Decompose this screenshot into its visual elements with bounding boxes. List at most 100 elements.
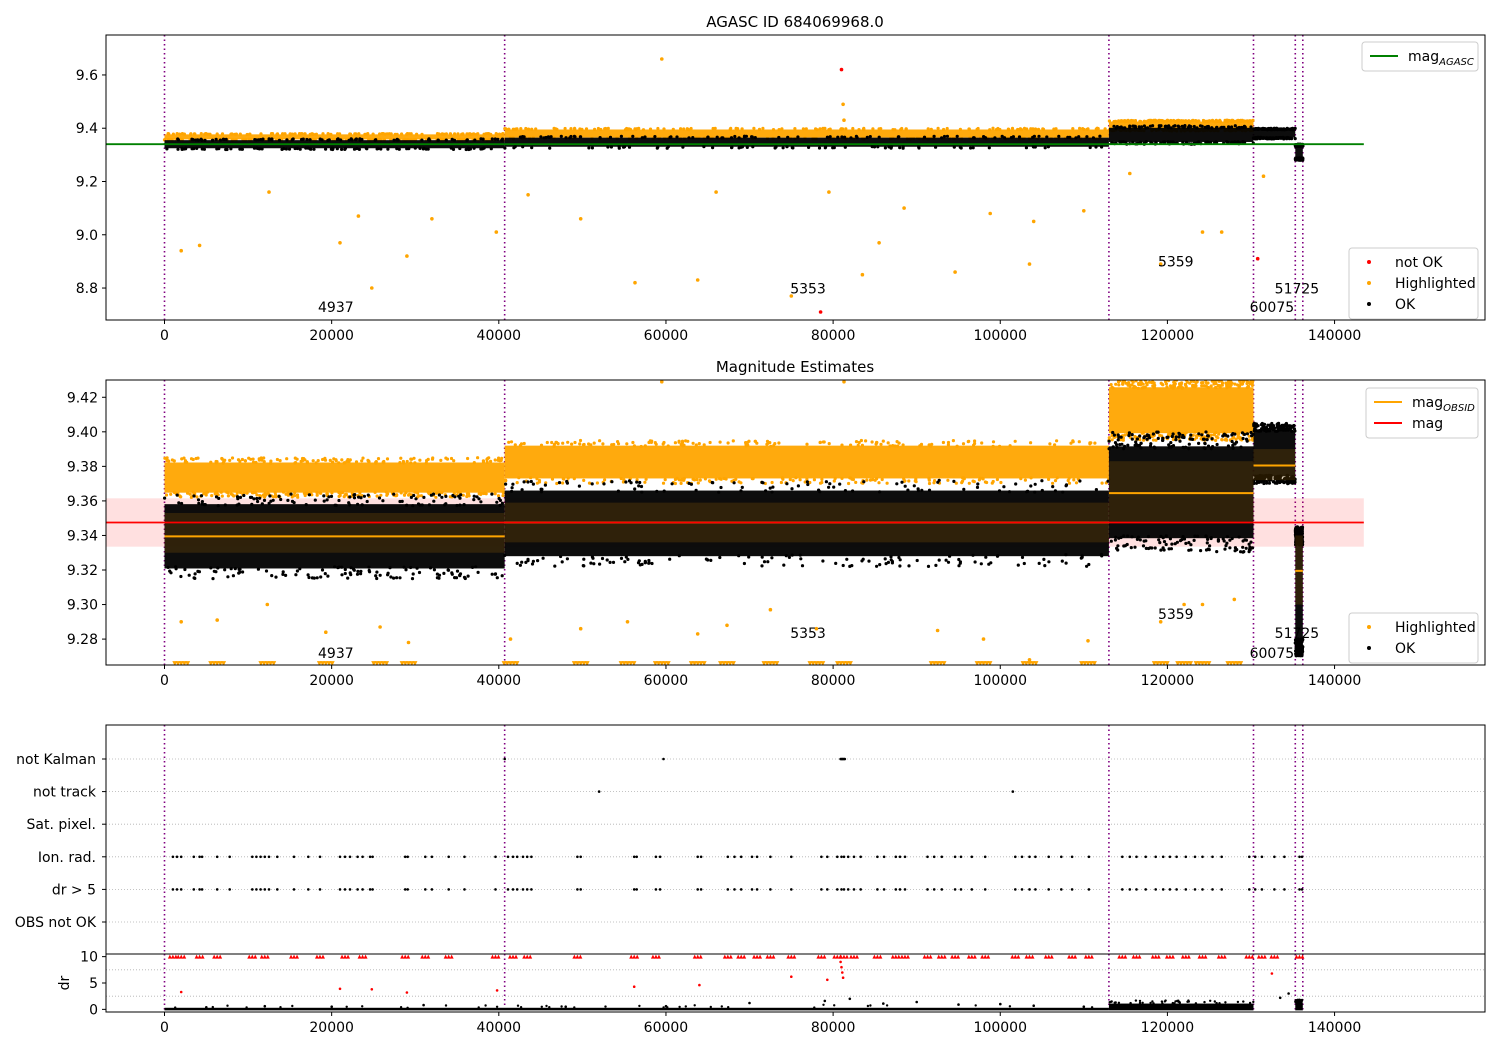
dr-clipped-marker xyxy=(1117,954,1122,959)
point-cloud-dot xyxy=(176,138,180,142)
point-cloud-dot xyxy=(1135,437,1139,441)
data-point xyxy=(789,294,794,298)
point-cloud-dot xyxy=(377,496,382,500)
point-cloud-dot xyxy=(1138,434,1142,438)
point-cloud-dot xyxy=(1181,433,1185,438)
point-cloud-dot xyxy=(827,442,831,446)
point-cloud-dot xyxy=(539,135,543,139)
y-tick-label: 9.28 xyxy=(67,632,98,648)
point-cloud-dot xyxy=(1201,381,1205,385)
point-cloud-dot xyxy=(995,554,1000,558)
point-cloud-dot xyxy=(412,456,416,460)
point-cloud-dot xyxy=(847,481,851,486)
point-cloud-dot xyxy=(321,457,325,462)
point-cloud-dot xyxy=(779,480,784,485)
point-cloud-dot xyxy=(836,135,840,139)
point-cloud-dot xyxy=(306,573,310,577)
point-cloud-dot xyxy=(1254,422,1258,426)
point-cloud-dot xyxy=(1294,645,1298,650)
point-cloud-dot xyxy=(1122,534,1126,538)
point-cloud-dot xyxy=(442,571,446,576)
point-cloud-dot xyxy=(1230,439,1234,444)
point-cloud-dot xyxy=(1156,436,1160,440)
dr-point-cloud-dot xyxy=(477,1006,480,1009)
dr-point-cloud-dot xyxy=(866,1004,870,1008)
point-cloud-dot xyxy=(740,485,744,489)
dr-clipped-marker xyxy=(522,954,527,959)
point-cloud-dot xyxy=(288,132,292,136)
below-range-marker xyxy=(384,661,390,665)
y-tick-label: 9.34 xyxy=(67,528,98,544)
point-cloud-dot xyxy=(446,568,451,572)
point-cloud-dot xyxy=(889,145,894,149)
dr-point-cloud-dot xyxy=(1151,1000,1154,1003)
point-cloud-dot xyxy=(405,503,409,507)
point-cloud-dot xyxy=(189,457,194,461)
point-cloud-dot xyxy=(849,443,853,447)
point-cloud-dot xyxy=(1156,430,1160,434)
point-cloud-dot xyxy=(1161,140,1166,144)
point-cloud-dot xyxy=(1300,543,1304,547)
point-cloud-dot xyxy=(526,557,530,561)
point-cloud-dot xyxy=(407,132,411,136)
point-cloud-dot xyxy=(887,145,891,149)
point-cloud-dot xyxy=(517,476,521,480)
flag-point xyxy=(292,855,296,859)
point-cloud-dot xyxy=(1064,553,1068,557)
point-cloud-dot xyxy=(378,132,382,136)
point-cloud-dot xyxy=(731,439,735,443)
point-cloud-dot xyxy=(214,495,219,499)
point-cloud-dot xyxy=(1154,438,1158,442)
point-cloud-dot xyxy=(312,147,316,151)
flag-point xyxy=(192,888,196,891)
data-point xyxy=(338,241,342,245)
point-cloud-dot xyxy=(348,458,352,462)
point-cloud-dot xyxy=(1149,118,1153,123)
dr-point-cloud-dot xyxy=(279,1006,282,1009)
point-cloud-dot xyxy=(1111,386,1115,390)
point-cloud-dot xyxy=(680,477,684,481)
point-cloud-dot xyxy=(681,145,685,149)
point-cloud-dot xyxy=(619,134,624,138)
x-tick-label: 40000 xyxy=(477,1020,522,1036)
dr-point-cloud-dot xyxy=(545,1004,548,1008)
point-cloud-dot xyxy=(587,442,591,446)
dr-point-cloud-dot xyxy=(1129,1001,1132,1005)
point-cloud-dot xyxy=(1014,482,1018,486)
point-cloud-dot xyxy=(806,482,810,487)
dr-clipped-marker xyxy=(695,954,700,959)
point-cloud-dot xyxy=(755,441,759,445)
flag-point xyxy=(739,855,743,859)
dr-clipped-marker xyxy=(194,954,199,959)
point-cloud-dot xyxy=(1123,433,1127,437)
obsid-label: 5359 xyxy=(1158,255,1194,271)
point-cloud-dot xyxy=(1119,119,1123,123)
flag-point xyxy=(940,855,944,859)
flag-point xyxy=(215,888,219,891)
point-cloud-dot xyxy=(582,478,586,482)
agasc-magnitude-panel: AGASC ID 684069968.0 4937535353596007551… xyxy=(76,13,1486,344)
point-cloud-dot xyxy=(1165,385,1169,389)
point-cloud-dot xyxy=(191,490,195,494)
point-cloud-dot xyxy=(619,476,623,481)
dr-clipped-marker xyxy=(969,954,974,959)
dr-point xyxy=(999,1002,1002,1006)
point-cloud-dot xyxy=(1047,560,1051,564)
point-cloud-dot xyxy=(167,132,171,136)
point-cloud-dot xyxy=(490,572,494,576)
point-cloud-dot xyxy=(196,498,201,502)
point-cloud-dot xyxy=(1254,474,1258,478)
dr-point-cloud-dot xyxy=(1152,1002,1155,1005)
point-cloud-dot xyxy=(1031,127,1035,131)
point-cloud-dot xyxy=(946,478,950,482)
dr-point-cloud-dot xyxy=(604,1005,607,1008)
point-cloud-dot xyxy=(244,137,248,141)
dr-clipped-marker xyxy=(426,954,431,959)
point-cloud-dot xyxy=(1117,536,1121,540)
point-cloud-dot xyxy=(1202,446,1206,450)
below-range-marker xyxy=(1238,661,1244,665)
below-range-marker xyxy=(701,661,707,665)
point-cloud-dot xyxy=(1048,442,1052,446)
point-cloud-dot xyxy=(967,439,971,443)
point-cloud-dot xyxy=(954,481,958,485)
